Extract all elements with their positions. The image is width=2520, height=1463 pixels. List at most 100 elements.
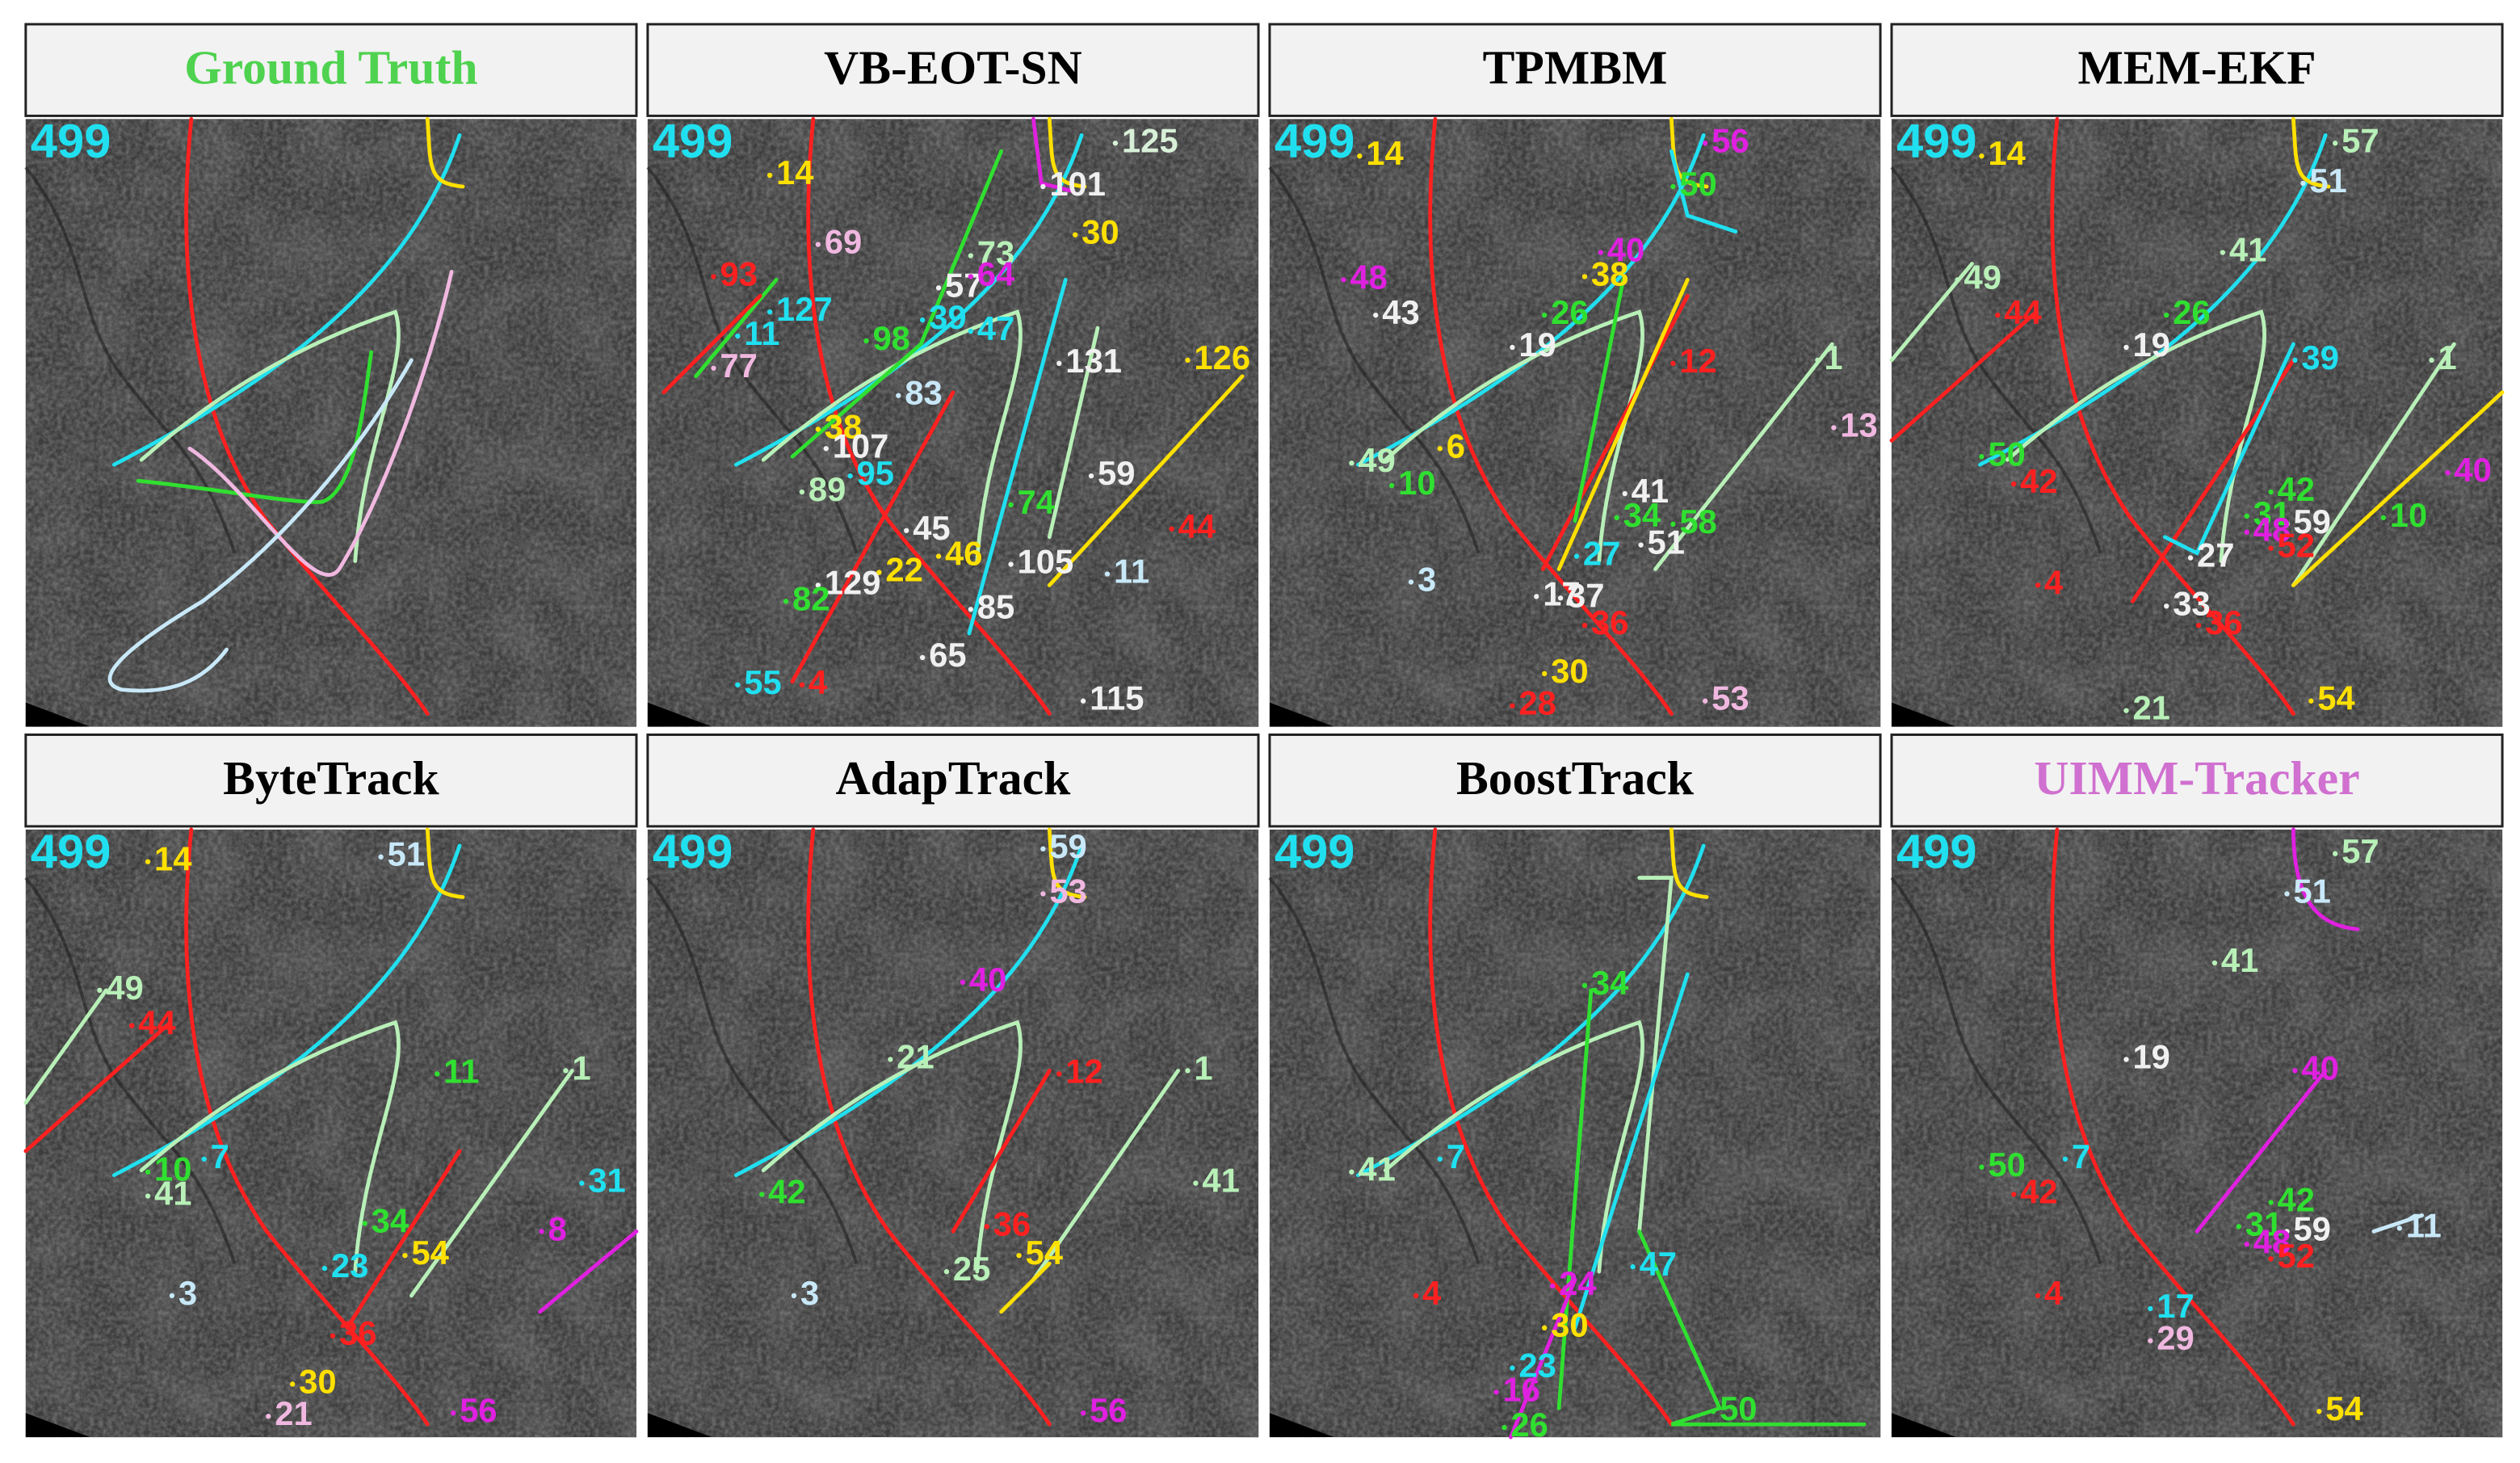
track-point [1670, 183, 1676, 190]
panel: ByteTrack 499 [23, 733, 639, 1438]
track-id: 58 [1679, 502, 1716, 540]
track-id: 36 [339, 1314, 376, 1352]
track-point [919, 654, 926, 661]
track [139, 1019, 401, 1274]
track-id: 14 [1366, 134, 1403, 172]
track-id: 48 [1350, 258, 1387, 296]
track-point [735, 333, 741, 339]
image-corner [25, 702, 90, 727]
track-point [2123, 344, 2129, 351]
track-point [968, 607, 974, 612]
track-id: 29 [2157, 1319, 2194, 1357]
track-point [128, 1023, 135, 1028]
title-box [24, 733, 638, 828]
river [24, 877, 237, 1264]
track-point [2292, 1068, 2298, 1074]
track-point [766, 172, 773, 179]
panel-title: TPMBM [1483, 40, 1668, 94]
track-id: 54 [2325, 1389, 2362, 1427]
track-point [1581, 982, 1588, 989]
track-id: 30 [1082, 213, 1119, 251]
track-point [1388, 482, 1395, 489]
track [1556, 988, 1594, 1410]
image: 499 [1268, 824, 1881, 1440]
track [184, 827, 430, 1427]
track-point [2244, 529, 2249, 535]
track [425, 116, 465, 189]
track-point [1598, 250, 1604, 255]
track-id: 12 [1679, 342, 1716, 380]
image-grain [25, 119, 636, 727]
track-point [1437, 446, 1443, 452]
track-id: 36 [993, 1204, 1031, 1242]
track [1383, 309, 1644, 563]
panel: TPMBM 499 [1268, 23, 1882, 727]
track-point [266, 1413, 271, 1419]
track [761, 309, 1023, 563]
track-id: 11 [2406, 1206, 2442, 1244]
track-point [1614, 515, 1619, 521]
track-point [2035, 1293, 2041, 1299]
track-id: 41 [1202, 1162, 1239, 1200]
track-point [919, 317, 926, 323]
track-point [1622, 490, 1628, 497]
frame-number: 499 [1275, 114, 1355, 168]
track-id: 17 [1543, 574, 1580, 612]
track-point [1710, 1409, 1716, 1415]
track [806, 827, 1052, 1427]
track-point [169, 1293, 175, 1299]
river [1268, 877, 1480, 1264]
panel: UIMM-Tracker 499 [1890, 733, 2504, 1438]
track-point [1072, 232, 1078, 238]
track-point [2123, 1057, 2129, 1062]
title-box [24, 23, 638, 117]
track-point [2284, 521, 2290, 527]
track-id: 28 [1518, 684, 1556, 722]
track-id: 34 [1623, 496, 1661, 534]
track-point [1056, 1071, 1062, 1077]
track-point [330, 1333, 336, 1339]
track [136, 350, 374, 504]
track-id: 51 [2293, 872, 2330, 910]
track-point [1510, 344, 1515, 351]
image-corner [1269, 1413, 1334, 1438]
track-point [2396, 1225, 2402, 1231]
track [2291, 827, 2360, 931]
track [2371, 1213, 2425, 1234]
frame-number: 499 [1896, 114, 1977, 168]
track-id: 83 [905, 374, 942, 412]
track-id: 59 [2293, 502, 2330, 540]
track-id: 7 [2072, 1137, 2090, 1175]
track [967, 277, 1068, 636]
track-point [2123, 708, 2129, 713]
track-point [1542, 1325, 1548, 1331]
track-point [2148, 1338, 2153, 1343]
track-point [289, 1381, 296, 1387]
track-id: 65 [929, 636, 966, 674]
track [1670, 149, 1738, 234]
track-id: 13 [1840, 406, 1877, 444]
track-point [888, 1057, 893, 1062]
track-id: 4 [2044, 563, 2063, 601]
track-id: 23 [1518, 1346, 1556, 1384]
track-id: 33 [2173, 584, 2210, 622]
track-point [1437, 1156, 1443, 1162]
track-point [1979, 153, 1984, 159]
track [1509, 1277, 1577, 1440]
track-point [1349, 460, 1354, 466]
track-id: 26 [2173, 293, 2210, 331]
track-point [2284, 1229, 2290, 1234]
title-box [646, 23, 1260, 117]
panel-title: ByteTrack [223, 751, 439, 805]
track [187, 270, 454, 577]
track-id: 57 [2342, 121, 2379, 159]
track-point [1493, 1389, 1499, 1395]
track-point [1534, 594, 1539, 599]
track-id: 14 [154, 840, 191, 878]
track-point [968, 274, 974, 280]
track-id: 11 [744, 314, 779, 352]
track [23, 1020, 173, 1154]
track-id: 42 [2020, 462, 2057, 500]
track-point [1056, 360, 1062, 367]
